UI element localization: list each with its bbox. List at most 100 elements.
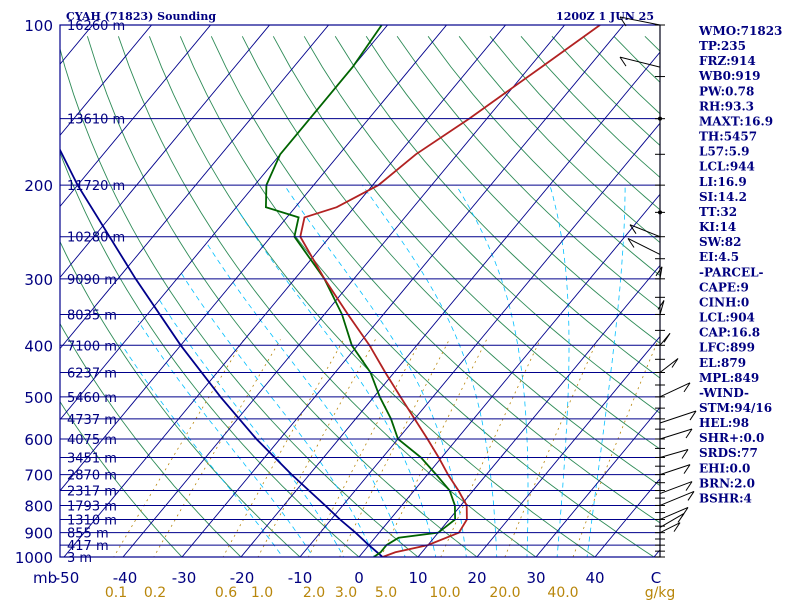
index-entry: MAXT:16.9 xyxy=(699,114,773,128)
wind-barb-feather xyxy=(687,491,695,501)
height-label: 4737 m xyxy=(67,413,117,428)
temperature-tick-label: -40 xyxy=(113,569,138,587)
dry-adiabat xyxy=(241,36,660,487)
mixing-ratio-tick-label: 0.6 xyxy=(215,585,237,600)
height-label: 5460 m xyxy=(67,391,117,406)
wind-barb-staff xyxy=(659,506,689,520)
wind-barb-staff xyxy=(659,464,691,476)
dry-adiabat xyxy=(60,240,301,557)
isotherm xyxy=(60,25,330,350)
height-label: 9090 m xyxy=(67,273,117,288)
isotherm xyxy=(417,264,660,557)
isotherm xyxy=(63,25,507,557)
temperature-tick-label: -30 xyxy=(172,569,197,587)
wind-barb-feather xyxy=(655,266,663,277)
index-entry: SRDS:77 xyxy=(699,446,758,460)
moist-adiabat xyxy=(157,297,345,557)
plot-area xyxy=(0,13,660,568)
wind-barb-feather xyxy=(619,16,627,27)
wind-barb-staff xyxy=(659,300,665,315)
wind-barb-staff xyxy=(619,56,661,68)
dry-adiabat xyxy=(60,322,242,557)
mixing-ratio-line xyxy=(380,339,488,557)
height-label: 855 m xyxy=(67,527,109,542)
wind-barbs xyxy=(619,16,697,558)
pressure-tick-label: 800 xyxy=(24,497,53,515)
moist-adiabat xyxy=(119,342,284,557)
dry-adiabat xyxy=(334,36,660,379)
height-label: 1310 m xyxy=(67,513,117,528)
height-label: 6237 m xyxy=(67,367,117,382)
index-entry: BRN:2.0 xyxy=(699,476,755,490)
mixing-ratio-line xyxy=(339,339,450,557)
wind-barb-staff xyxy=(659,522,681,534)
wind-calm-marker xyxy=(658,210,662,215)
mixing-ratio-tick-label: 2.0 xyxy=(303,585,325,600)
index-entry: LFC:899 xyxy=(699,341,755,355)
pressure-tick-label: 900 xyxy=(24,525,53,543)
index-entry: LCL:904 xyxy=(699,311,755,325)
pressure-tick-label: 300 xyxy=(24,271,53,289)
mixing-ratio-line xyxy=(222,339,345,557)
isotherm xyxy=(358,193,660,557)
index-entry: HEL:98 xyxy=(699,416,749,430)
height-label: 3 m xyxy=(67,551,92,566)
wind-barb-feather xyxy=(677,513,685,523)
wind-barb-staff xyxy=(659,266,663,279)
isotherm xyxy=(0,13,43,568)
temperature-tick-label: 20 xyxy=(467,569,486,587)
index-entry: TH:5457 xyxy=(699,130,757,144)
temperature-tick-label: 30 xyxy=(526,569,545,587)
isotherm xyxy=(60,25,271,279)
wind-barb-feather xyxy=(627,238,635,248)
dry-adiabat xyxy=(60,400,183,557)
height-label: 4075 m xyxy=(67,433,117,448)
isotherm xyxy=(299,122,660,557)
dry-adiabat xyxy=(427,36,660,277)
index-entry: SI:14.2 xyxy=(699,190,747,204)
dry-adiabat xyxy=(86,36,478,557)
mixing-ratio-tick-label: 5.0 xyxy=(375,585,397,600)
indices-panel: WMO:71823TP:235FRZ:914WB0:919PW:0.78RH:9… xyxy=(698,24,782,505)
wind-barb-feather xyxy=(685,428,693,439)
isotherm xyxy=(60,25,153,137)
wind-barb-feather xyxy=(619,56,627,67)
isotherm xyxy=(240,51,660,557)
moist-adiabat xyxy=(205,241,406,557)
temperature-tick-label: 0 xyxy=(354,569,364,587)
moist-adiabat xyxy=(235,206,437,557)
dry-adiabat xyxy=(396,36,660,310)
index-entry: WB0:919 xyxy=(698,69,760,83)
moist-adiabat xyxy=(586,185,626,557)
wind-barb-feather xyxy=(689,410,697,421)
wind-barb-staff xyxy=(659,410,697,424)
dry-adiabat xyxy=(117,36,537,557)
isotherm xyxy=(60,25,212,208)
isotherm xyxy=(476,335,660,557)
moist-adiabat xyxy=(179,270,375,557)
index-entry: -WIND- xyxy=(699,386,749,400)
temperature-tick-label: 10 xyxy=(408,569,427,587)
moist-adiabat xyxy=(549,184,570,557)
mixing-ratio-line xyxy=(504,339,599,557)
index-entry: STM:94/16 xyxy=(699,401,772,415)
height-label: 10280 m xyxy=(67,231,125,246)
height-label: 417 m xyxy=(67,539,109,554)
index-entry: L57:5.9 xyxy=(699,145,749,159)
dry-adiabat xyxy=(210,36,660,524)
index-entry: EHI:0.0 xyxy=(699,461,750,475)
isotherm xyxy=(60,25,448,492)
wind-barb-feather xyxy=(671,358,679,368)
index-entry: LI:16.9 xyxy=(699,175,747,189)
dry-adiabat xyxy=(179,36,655,557)
temperature-tick-label: -50 xyxy=(55,569,80,587)
wind-barb-staff xyxy=(659,448,689,458)
height-label: 11720 m xyxy=(67,179,125,194)
mixing-ratio-tick-label: 20.0 xyxy=(489,585,520,600)
wind-barb-feather xyxy=(683,464,691,474)
pressure-tick-label: 100 xyxy=(24,17,53,35)
wind-barb-staff xyxy=(659,428,693,440)
wind-barb-feather xyxy=(673,522,681,532)
moist-adiabat xyxy=(137,320,314,557)
